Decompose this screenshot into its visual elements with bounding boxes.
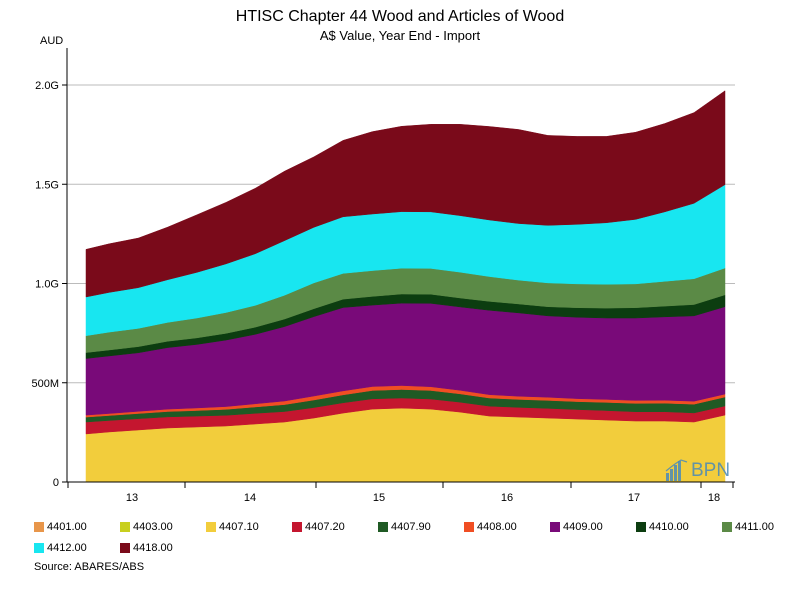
legend-swatch xyxy=(292,522,302,532)
x-tick-label: 16 xyxy=(501,492,513,504)
legend-swatch xyxy=(206,522,216,532)
legend-item[interactable]: 4407.90 xyxy=(378,520,431,534)
legend-item[interactable]: 4418.00 xyxy=(120,541,173,555)
legend-item[interactable]: 4407.10 xyxy=(206,520,259,534)
area-series-4418-00 xyxy=(85,90,726,298)
legend-swatch xyxy=(34,522,44,532)
y-tick-label: 500M xyxy=(31,378,59,390)
legend-label: 4403.00 xyxy=(133,521,173,533)
legend-item[interactable]: 4403.00 xyxy=(120,520,173,534)
bpn-watermark: BPN xyxy=(665,459,730,481)
legend-label: 4418.00 xyxy=(133,542,173,554)
legend-item[interactable]: 4401.00 xyxy=(34,520,87,534)
axes: 0 500M 1.0G 1.5G 2.0G 13 14 15 16 17 18 xyxy=(31,48,735,504)
legend-label: 4410.00 xyxy=(649,521,689,533)
legend-swatch xyxy=(464,522,474,532)
legend-item[interactable]: 4407.20 xyxy=(292,520,345,534)
chart-subtitle: A$ Value, Year End - Import xyxy=(320,28,481,43)
x-tick-label: 17 xyxy=(628,492,640,504)
watermark-text: BPN xyxy=(691,460,731,481)
legend-label: 4409.00 xyxy=(563,521,603,533)
chart-title: HTISC Chapter 44 Wood and Articles of Wo… xyxy=(236,8,564,25)
y-tick-label: 0 xyxy=(53,477,59,489)
legend-swatch xyxy=(34,543,44,553)
x-tick-label: 14 xyxy=(244,492,256,504)
legend-item[interactable]: 4408.00 xyxy=(464,520,517,534)
source-note: Source: ABARES/ABS xyxy=(34,561,145,573)
legend-item[interactable]: 4412.00 xyxy=(34,541,87,555)
legend-swatch xyxy=(378,522,388,532)
y-tick-label: 2.0G xyxy=(35,80,59,92)
legend-label: 4407.90 xyxy=(391,521,431,533)
legend-label: 4408.00 xyxy=(477,521,517,533)
legend-label: 4412.00 xyxy=(47,542,87,554)
y-axis-label: AUD xyxy=(40,35,63,47)
x-tick-label: 13 xyxy=(126,492,138,504)
legend-swatch xyxy=(120,543,130,553)
legend-swatch xyxy=(120,522,130,532)
y-tick-label: 1.0G xyxy=(35,279,59,291)
x-tick-label: 15 xyxy=(373,492,385,504)
legend-label: 4407.10 xyxy=(219,521,259,533)
stacked-areas xyxy=(85,90,726,483)
legend-item[interactable]: 4410.00 xyxy=(636,520,689,534)
legend-swatch xyxy=(550,522,560,532)
legend-label: 4411.00 xyxy=(735,521,774,533)
legend-swatch xyxy=(636,522,646,532)
legend-label: 4401.00 xyxy=(47,521,87,533)
x-tick-label: 18 xyxy=(708,492,720,504)
legend-item[interactable]: 4409.00 xyxy=(550,520,603,534)
y-tick-label: 1.5G xyxy=(35,179,59,191)
legend-item[interactable]: 4411.00 xyxy=(722,520,774,534)
legend-label: 4407.20 xyxy=(305,521,345,533)
legend-swatch xyxy=(722,522,732,532)
bpn-logo-icon xyxy=(665,459,688,481)
